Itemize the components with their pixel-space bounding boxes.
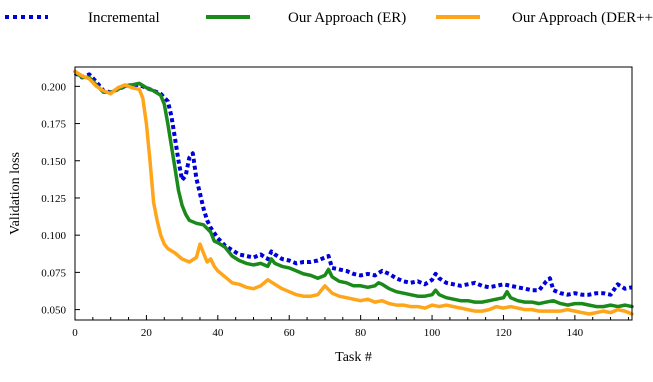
legend-label-1: Incremental [88, 10, 160, 26]
legend: Incremental Our Approach (ER) Our Approach… [5, 10, 653, 26]
x-tick-label: 100 [424, 327, 441, 339]
y-tick-label: 0.150 [41, 156, 66, 168]
y-tick-label: 0.175 [41, 119, 66, 131]
x-tick-label: 0 [72, 327, 78, 339]
x-tick-label: 40 [212, 327, 224, 339]
series-line-1 [73, 71, 633, 297]
y-tick-label: 0.200 [41, 81, 66, 93]
x-tick-label: 60 [284, 327, 296, 339]
plot-frame [74, 66, 633, 321]
x-tick-label: 20 [141, 327, 153, 339]
legend-label-3: Our Approach (DER++) [512, 10, 653, 26]
x-tick-label: 80 [355, 327, 367, 339]
plot-series [73, 69, 634, 316]
x-axis-label: Task # [335, 350, 372, 365]
y-axis: 0.050 0.075 0.100 0.125 0.150 0.175 0.200 [41, 81, 80, 317]
legend-label-2: Our Approach (ER) [288, 10, 406, 26]
y-tick-label: 0.075 [41, 267, 66, 279]
y-tick-label: 0.125 [41, 193, 66, 205]
series-line-2 [73, 69, 634, 309]
x-tick-label: 120 [495, 327, 512, 339]
x-tick-label: 140 [567, 327, 584, 339]
y-tick-label: 0.050 [41, 305, 66, 317]
y-axis-label: Validation loss [8, 152, 23, 235]
y-tick-label: 0.100 [41, 230, 66, 242]
x-axis: 0 20 40 60 80 100 120 140 [72, 315, 629, 339]
series-line-3 [73, 69, 634, 316]
